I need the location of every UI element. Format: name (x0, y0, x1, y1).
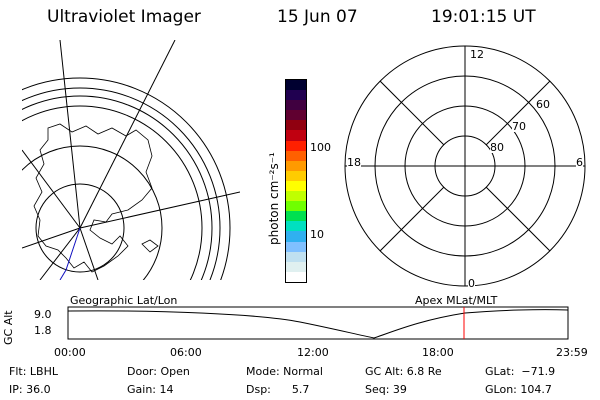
geo-meridian (79, 40, 176, 229)
altitude-frame (67, 306, 569, 340)
info-seq: Seq: 39 (365, 383, 407, 396)
colorbar-segment (286, 110, 306, 121)
observation-time: 19:01:15 UT (431, 7, 536, 27)
colorbar-segment (286, 120, 306, 131)
geo-lat-circle (22, 77, 231, 280)
info-gain: Gain: 14 (127, 383, 174, 396)
polar-diagonal (379, 186, 445, 252)
spacecraft-track (59, 227, 81, 280)
colorbar-segment (286, 191, 306, 202)
time-label-0600: 06:00 (170, 346, 202, 359)
geo-meridian (39, 227, 81, 280)
island-outline (141, 239, 159, 253)
colorbar-segment (286, 140, 306, 151)
altitude-tick-low: 1.8 (34, 324, 52, 337)
geo-meridian (59, 40, 81, 229)
geo-meridian (79, 227, 99, 280)
colorbar-segment (286, 231, 306, 242)
colorbar-segment (286, 130, 306, 141)
time-label-1200: 12:00 (297, 346, 329, 359)
geo-lat-circle (22, 95, 213, 280)
colorbar-segment (286, 221, 306, 232)
polar-plot-label: Apex MLat/MLT (415, 294, 498, 307)
colorbar-tick-100: 100 (310, 141, 331, 154)
colorbar-tick-10: 10 (310, 228, 324, 241)
geo-meridian (79, 191, 240, 229)
mlt-label-6: 6 (576, 156, 583, 169)
time-label-0000: 00:00 (54, 346, 86, 359)
info-glat: GLat: −71.9 (485, 365, 556, 378)
colorbar-segment (286, 90, 306, 101)
instrument-title: Ultraviolet Imager (47, 7, 201, 27)
time-label-1800: 18:00 (422, 346, 454, 359)
mlat-label-80: 80 (490, 141, 504, 154)
polar-diagonal (485, 80, 551, 146)
geo-lat-circle (22, 87, 221, 280)
mlt-label-18: 18 (347, 156, 361, 169)
colorbar-segment (286, 100, 306, 111)
geo-plot-label: Geographic Lat/Lon (70, 294, 178, 307)
colorbar-segment (286, 241, 306, 252)
colorbar-segment (286, 271, 306, 282)
colorbar-segment (286, 150, 306, 161)
geo-lat-circle (22, 145, 163, 280)
colorbar-segment (286, 170, 306, 181)
colorbar-segment (286, 211, 306, 222)
continent-outline (33, 123, 153, 273)
time-label-2359: 23:59 (556, 346, 588, 359)
mlt-label-12: 12 (470, 48, 484, 61)
info-dsp: Dsp: 5.7 (246, 383, 310, 396)
colorbar-segment (286, 80, 306, 91)
colorbar-segment (286, 261, 306, 272)
observation-date: 15 Jun 07 (277, 7, 358, 27)
colorbar-segment (286, 180, 306, 192)
colorbar-segment (286, 251, 306, 262)
info-flt: Flt: LBHL (9, 365, 58, 378)
geo-meridian (22, 227, 81, 249)
colorbar-segment (286, 160, 306, 171)
mlt-label-0: 0 (468, 277, 475, 290)
altitude-tick-high: 9.0 (34, 308, 52, 321)
colorbar (285, 79, 307, 283)
polar-diagonal (379, 80, 445, 146)
geo-lat-circle (35, 183, 125, 273)
info-mode: Mode: Normal (246, 365, 323, 378)
geo-lat-circle (22, 105, 203, 280)
altitude-curve (67, 309, 569, 339)
colorbar-segment (286, 201, 306, 212)
info-door: Door: Open (127, 365, 190, 378)
mlat-label-60: 60 (536, 98, 550, 111)
mlat-label-70: 70 (512, 120, 526, 133)
info-gc-alt: GC Alt: 6.8 Re (365, 365, 442, 378)
polar-diagonal (485, 186, 551, 252)
info-ip: IP: 36.0 (9, 383, 51, 396)
geo-meridian (22, 149, 81, 229)
info-glon: GLon: 104.7 (485, 383, 552, 396)
